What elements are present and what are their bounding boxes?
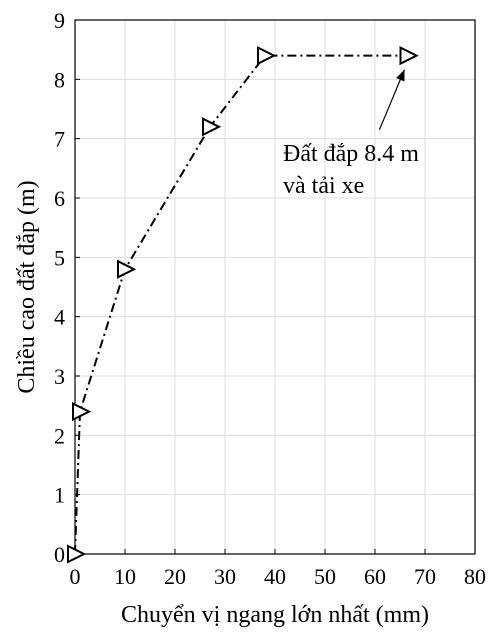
x-tick-label: 60	[364, 564, 386, 589]
x-tick-label: 50	[314, 564, 336, 589]
grid	[74, 19, 476, 555]
y-tick-label: 8	[54, 67, 65, 92]
annotation-arrowhead	[396, 69, 405, 82]
y-tick-label: 7	[54, 127, 65, 152]
y-tick-label: 1	[54, 483, 65, 508]
x-tick-label: 20	[164, 564, 186, 589]
y-tick-label: 0	[54, 542, 65, 567]
data-point	[72, 401, 92, 422]
y-tick-label: 5	[54, 245, 65, 270]
data-point	[117, 259, 137, 279]
annotation: Đất đắp 8.4 m và tải xe	[283, 69, 419, 199]
y-tick-label: 4	[54, 305, 65, 330]
x-tick-label: 0	[70, 564, 81, 589]
x-tick-label: 30	[214, 564, 236, 589]
y-ticks: 0 1 2 3 4 5 6 7 8 9	[54, 8, 80, 567]
data-point	[257, 45, 277, 66]
y-tick-label: 9	[54, 8, 65, 33]
y-tick-label: 6	[54, 186, 65, 211]
x-tick-label: 40	[264, 564, 286, 589]
x-ticks: 0 10 20 30 40 50 60 70 80	[70, 549, 486, 589]
series-line	[74, 54, 408, 555]
y-axis-label: Chiều cao đất đắp (m)	[14, 180, 40, 393]
annotation-line-1: Đất đắp 8.4 m	[283, 141, 419, 167]
x-tick-label: 70	[414, 564, 436, 589]
x-tick-label: 80	[464, 564, 486, 589]
x-axis-label: Chuyển vị ngang lớn nhất (mm)	[121, 602, 429, 628]
y-tick-label: 3	[54, 364, 65, 389]
data-point	[399, 45, 419, 66]
y-tick-label: 2	[54, 423, 65, 448]
annotation-line-2: và tải xe	[283, 173, 364, 199]
series-markers	[67, 45, 419, 564]
data-point	[67, 544, 87, 564]
x-tick-label: 10	[114, 564, 136, 589]
data-point	[202, 117, 222, 137]
